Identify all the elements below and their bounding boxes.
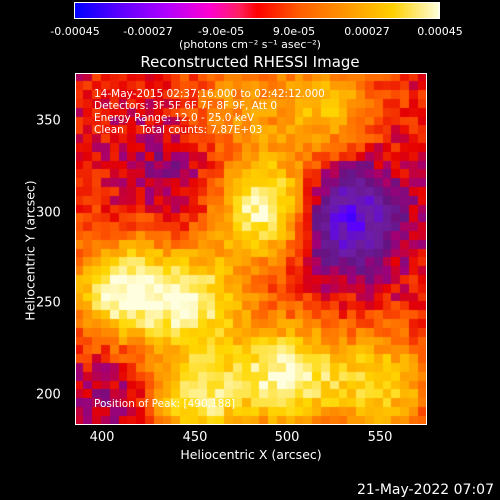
energy-range-annotation: Energy Range: 12.0 - 25.0 keV — [94, 112, 255, 124]
chart-title: Reconstructed RHESSI Image — [140, 53, 360, 71]
heatmap-image — [75, 73, 427, 425]
colorbar-tick: -0.00045 — [50, 25, 100, 38]
y-axis-label: Heliocentric Y (arcsec) — [22, 180, 38, 321]
y-tick-label: 300 — [36, 205, 61, 221]
y-tick-label: 200 — [36, 387, 61, 403]
colorbar-units: (photons cm⁻² s⁻¹ asec⁻²) — [179, 38, 321, 51]
x-tick-label: 500 — [274, 430, 300, 445]
colorbar-tick: 0.00027 — [344, 25, 390, 38]
timestamp: 21-May-2022 07:07 — [356, 482, 494, 498]
detectors-annotation: Detectors: 3F 5F 6F 7F 8F 9F, Att 0 — [94, 100, 278, 112]
x-tick-label: 400 — [89, 430, 115, 445]
clean-counts-annotation: Clean Total counts: 7.87E+03 — [94, 124, 263, 136]
y-tick-label: 250 — [36, 295, 61, 311]
x-tick-label: 550 — [367, 430, 393, 445]
peak-position-annotation: Position of Peak: [490,188] — [94, 398, 236, 410]
colorbar-tick: 9.0e-05 — [272, 25, 316, 38]
colorbar-tick: -9.0e-05 — [197, 25, 245, 38]
y-tick-label: 350 — [36, 113, 61, 129]
x-tick-label: 450 — [182, 430, 208, 445]
time-range-annotation: 14-May-2015 02:37:16.000 to 02:42:12.000 — [94, 88, 325, 100]
x-axis-label: Heliocentric X (arcsec) — [180, 447, 322, 462]
colorbar-tick: -0.00027 — [123, 25, 173, 38]
colorbar-gradient — [75, 3, 440, 19]
colorbar-tick: 0.00045 — [417, 25, 463, 38]
